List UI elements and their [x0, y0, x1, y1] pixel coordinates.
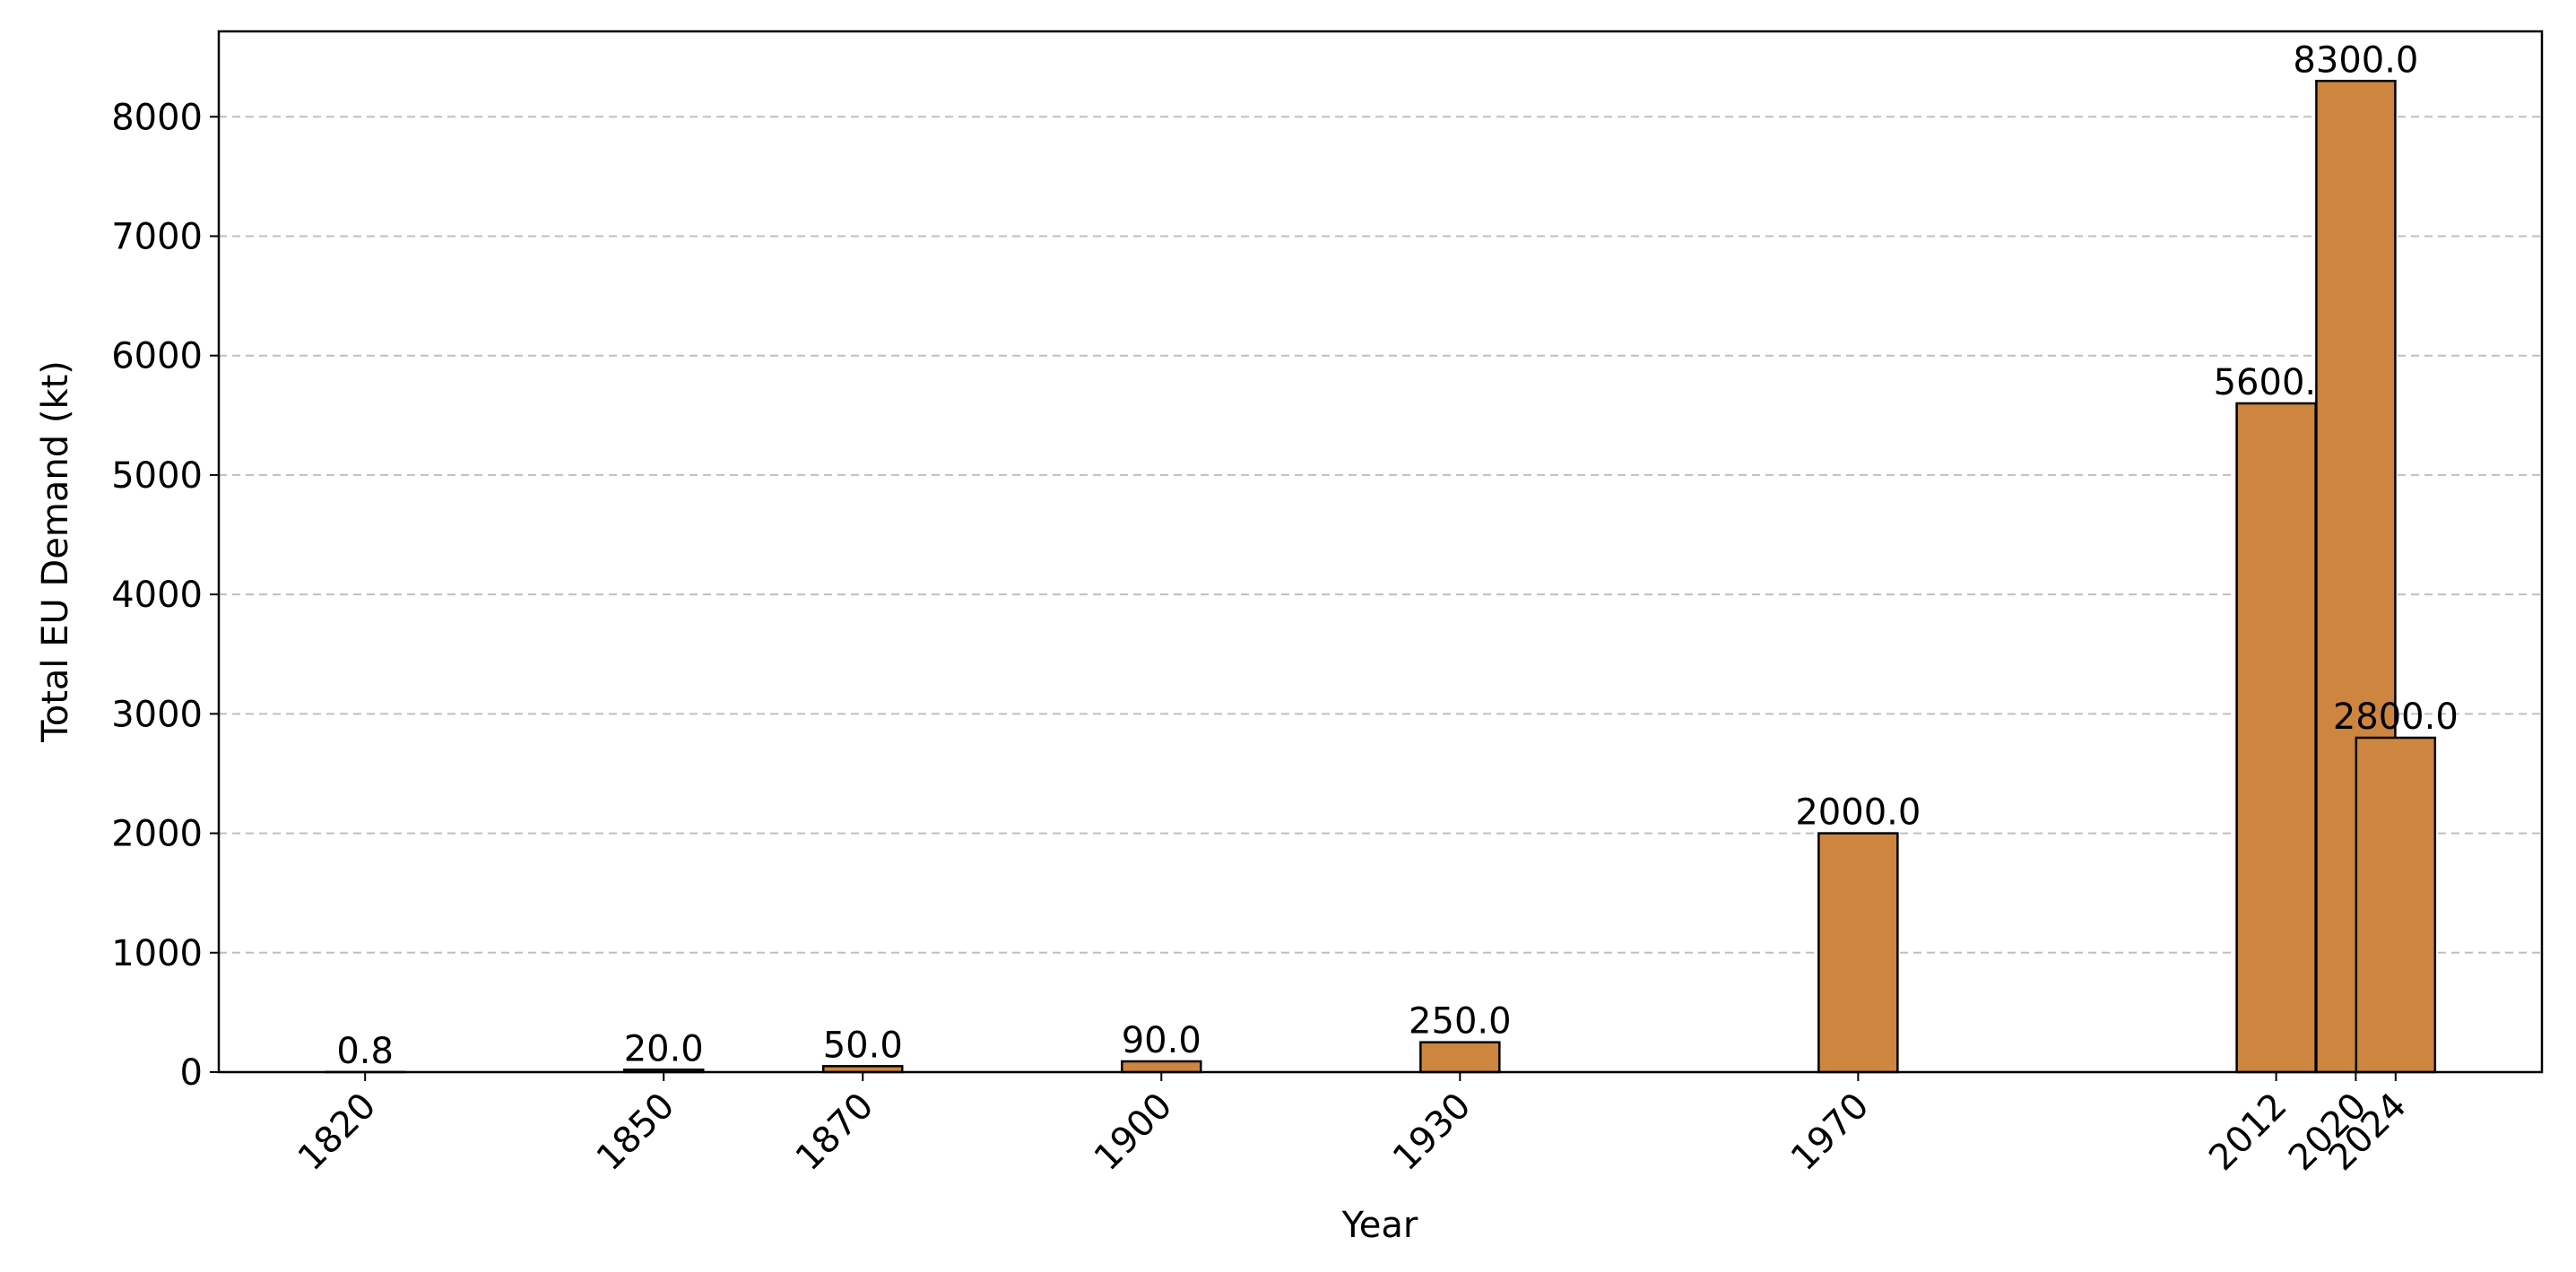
y-tick-label: 6000	[111, 336, 203, 377]
value-label: 0.8	[336, 1031, 394, 1072]
value-label: 50.0	[823, 1025, 903, 1066]
x-tick-label: 1970	[1783, 1086, 1878, 1180]
x-tick-label: 1850	[589, 1086, 683, 1180]
value-label: 2000.0	[1795, 792, 1921, 834]
y-tick-label: 0	[180, 1052, 203, 1094]
y-tick-label: 2000	[111, 814, 203, 855]
x-tick-label: 1900	[1087, 1086, 1181, 1180]
value-label: 2800.0	[2333, 697, 2459, 738]
bar	[2355, 736, 2437, 1074]
y-tick-label: 5000	[111, 455, 203, 497]
bar	[1419, 1041, 1501, 1074]
y-tick-label: 1000	[111, 933, 203, 974]
x-axis-label: Year	[1341, 1205, 1418, 1246]
y-tick-label: 4000	[111, 575, 203, 616]
value-label: 8300.0	[2293, 39, 2418, 81]
y-tick-label: 8000	[111, 97, 203, 138]
x-tick-label: 1870	[788, 1086, 882, 1180]
value-label: 20.0	[624, 1028, 704, 1069]
x-tick-label: 1820	[291, 1086, 385, 1180]
bar	[2235, 402, 2317, 1074]
bar	[1817, 832, 1899, 1074]
x-tick-label: 1930	[1385, 1086, 1479, 1180]
plot-frame	[217, 30, 2544, 1074]
bar	[1121, 1060, 1202, 1074]
y-tick-label: 3000	[111, 694, 203, 735]
value-label: 90.0	[1122, 1020, 1201, 1061]
value-label: 250.0	[1409, 1001, 1512, 1043]
y-tick-label: 7000	[111, 216, 203, 257]
x-tick-label: 2012	[2201, 1086, 2295, 1180]
y-axis-label: Total EU Demand (kt)	[35, 360, 76, 743]
